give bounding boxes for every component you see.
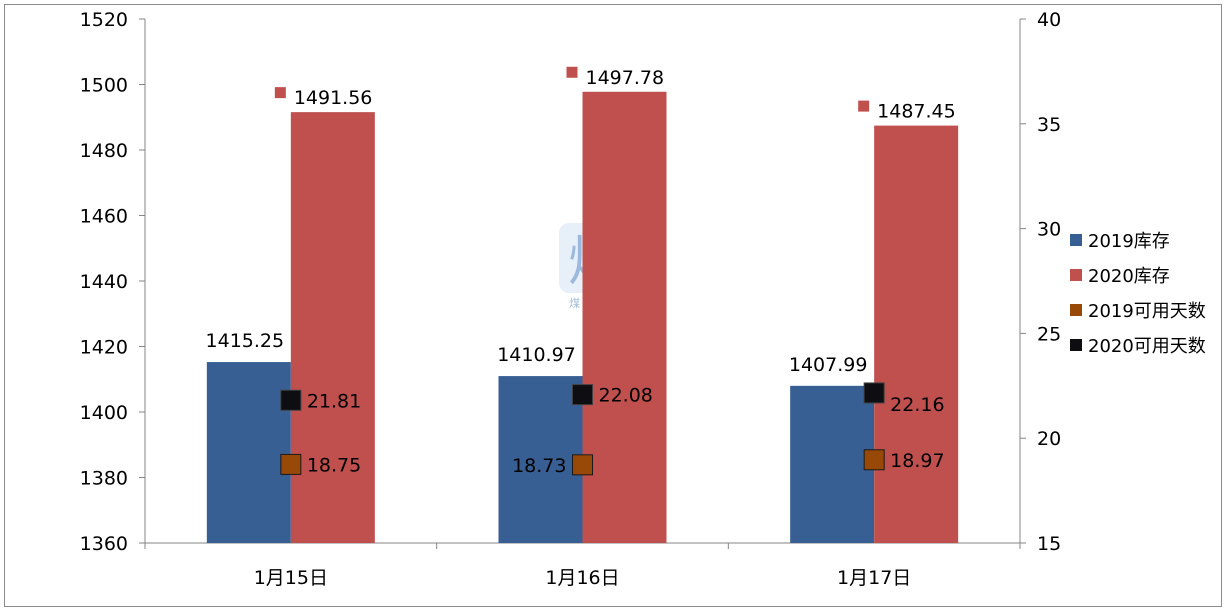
y-left-tick-label: 1400 (80, 402, 128, 424)
bar-2019-stock (498, 376, 583, 543)
y-right-tick-label: 40 (1037, 9, 1061, 31)
legend: 2019库存 2020库存 2019可用天数 2020可用天数 (1070, 231, 1206, 357)
bar-2019-stock (206, 362, 291, 543)
bar-2020-stock (874, 125, 959, 543)
marker-2019-days (863, 449, 885, 471)
y-left-tick-label: 1480 (80, 140, 128, 162)
data-labels: 1415.25 1491.56 18.75 21.81 1410.97 1497.78 18… (206, 67, 956, 477)
x-category-label: 1月15日 (254, 567, 328, 589)
marker-2020-days (863, 382, 885, 404)
legend-swatch (1070, 339, 1082, 351)
markers (274, 66, 885, 476)
bar-2020-stock (290, 112, 375, 544)
marker-2019-days (280, 453, 302, 475)
legend-label: 2020可用天数 (1088, 336, 1206, 357)
label-key-2020-stock (274, 87, 286, 99)
legend-label: 2019可用天数 (1088, 301, 1206, 322)
x-category-label: 1月16日 (545, 567, 619, 589)
bar-2020-stock (582, 91, 667, 543)
legend-label: 2019库存 (1088, 231, 1170, 252)
marker-2020-days (572, 384, 593, 406)
axes: 1360138014001420144014601480150015201520… (80, 9, 1062, 589)
y-left-tick-label: 1380 (80, 468, 128, 490)
data-label-2019-stock: 1410.97 (497, 344, 576, 366)
data-label-2019-days: 18.75 (307, 454, 361, 476)
marker-2020-days (280, 389, 302, 411)
label-key-2020-stock (858, 100, 870, 112)
x-category-label: 1月17日 (837, 567, 911, 589)
data-label-2020-days: 21.81 (307, 390, 361, 412)
marker-2019-days (572, 454, 593, 476)
data-label-2020-days: 22.16 (890, 394, 944, 416)
data-label-2019-days: 18.97 (890, 450, 944, 472)
legend-label: 2020库存 (1088, 266, 1170, 287)
legend-swatch (1070, 269, 1082, 281)
y-left-tick-label: 1460 (80, 206, 128, 228)
data-label-2019-stock: 1415.25 (206, 330, 285, 352)
data-label-2019-stock: 1407.99 (789, 354, 868, 376)
y-left-tick-label: 1420 (80, 337, 128, 359)
legend-swatch (1070, 304, 1082, 316)
y-left-tick-label: 1520 (80, 9, 128, 31)
bars (206, 91, 959, 544)
data-label-2019-days: 18.73 (512, 455, 566, 477)
y-left-tick-label: 1360 (80, 533, 128, 555)
data-label-2020-stock: 1491.56 (294, 87, 373, 109)
data-label-2020-days: 22.08 (599, 385, 653, 407)
y-right-tick-label: 30 (1037, 219, 1061, 241)
y-right-tick-label: 25 (1037, 323, 1061, 345)
data-label-2020-stock: 1487.45 (877, 101, 956, 123)
y-right-tick-label: 35 (1037, 114, 1061, 136)
y-right-tick-label: 15 (1037, 533, 1061, 555)
legend-swatch (1070, 234, 1082, 246)
y-left-tick-label: 1440 (80, 271, 128, 293)
y-left-tick-label: 1500 (80, 75, 128, 97)
y-right-tick-label: 20 (1037, 428, 1061, 450)
data-label-2020-stock: 1497.78 (586, 67, 665, 89)
label-key-2020-stock (566, 66, 578, 78)
bar-2019-stock (790, 385, 875, 543)
